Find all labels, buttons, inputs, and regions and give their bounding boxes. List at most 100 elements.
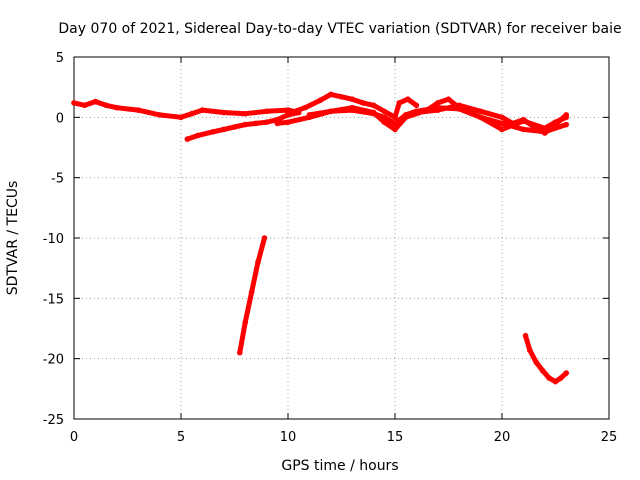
y-tick-label: -20 [43, 353, 64, 368]
data-point [563, 121, 569, 128]
data-point [477, 114, 484, 121]
data-point [349, 96, 356, 102]
x-tick-labels: 0 5 10 15 20 25 [70, 430, 617, 445]
series-track-8 [522, 332, 569, 385]
x-tick-label: 0 [70, 430, 78, 445]
x-axis-title: GPS time / hours [281, 458, 398, 474]
data-point [435, 107, 441, 113]
data-series [71, 91, 569, 385]
data-point [370, 109, 377, 116]
data-point [499, 114, 505, 121]
data-point [135, 107, 141, 113]
data-point [527, 347, 533, 354]
data-point [522, 332, 529, 339]
data-point [405, 96, 411, 102]
data-point [231, 124, 238, 130]
data-point [396, 100, 403, 106]
data-point [103, 102, 109, 109]
data-point [456, 102, 463, 109]
data-point [253, 120, 259, 127]
data-point [285, 110, 291, 117]
data-point [221, 126, 227, 133]
data-point [242, 110, 248, 117]
data-point [381, 119, 388, 125]
y-tick-labels: -25 -20 -15 -10 -5 0 5 [43, 51, 64, 428]
data-point [533, 359, 539, 366]
data-point [242, 319, 248, 326]
data-point [499, 120, 505, 127]
data-point [114, 104, 120, 111]
chart-title: Day 070 of 2021, Sidereal Day-to-day VTE… [58, 21, 621, 37]
y-axis-title: SDTVAR / TECUs [5, 181, 21, 296]
data-point [552, 378, 559, 385]
data-point [542, 130, 548, 136]
data-point [413, 109, 420, 116]
series-track-7 [237, 235, 268, 356]
data-point [558, 375, 564, 381]
data-point [546, 375, 552, 381]
data-point [370, 102, 377, 109]
data-point [392, 114, 398, 121]
data-point [210, 129, 216, 135]
data-point [317, 97, 323, 104]
data-point [563, 112, 569, 118]
y-tick-label: -10 [43, 232, 64, 247]
x-tick-label: 25 [601, 430, 618, 445]
data-point [328, 108, 334, 115]
data-point [302, 104, 308, 111]
data-point [92, 98, 99, 105]
data-point [199, 107, 206, 113]
data-point [338, 94, 345, 100]
data-point [413, 102, 420, 109]
data-point [381, 108, 388, 115]
data-point [178, 114, 184, 121]
x-tick-label: 20 [494, 430, 511, 445]
data-point [274, 120, 281, 127]
x-tick-label: 10 [280, 430, 297, 445]
data-point [520, 116, 527, 123]
data-point [402, 114, 409, 121]
data-point [261, 235, 268, 241]
data-point [263, 108, 270, 115]
data-point [520, 126, 527, 133]
data-point [221, 109, 227, 116]
data-point [184, 136, 191, 142]
data-point [242, 121, 248, 128]
data-point [328, 91, 334, 98]
data-point [195, 132, 201, 139]
data-point [248, 289, 255, 296]
data-point [81, 102, 88, 109]
x-tick-label: 5 [177, 430, 185, 445]
axis-ticks [73, 56, 610, 420]
data-point [306, 112, 313, 118]
data-point [552, 121, 559, 128]
y-tick-label: -15 [43, 292, 64, 307]
data-point [435, 100, 441, 106]
data-point [156, 112, 163, 118]
series-track-6 [413, 102, 569, 136]
data-point [71, 100, 77, 106]
data-point [285, 119, 291, 125]
data-point [263, 119, 270, 125]
data-point [188, 110, 195, 117]
series-track-4 [285, 91, 420, 121]
data-point [445, 96, 452, 102]
data-point [477, 108, 484, 115]
data-point [539, 367, 546, 374]
y-tick-label: 5 [56, 51, 64, 66]
x-tick-label: 15 [387, 430, 404, 445]
data-point [392, 126, 398, 133]
y-tick-label: 0 [56, 111, 64, 126]
data-point [360, 100, 366, 106]
data-point [499, 126, 505, 133]
data-point [255, 259, 261, 265]
data-point [509, 120, 516, 127]
y-tick-label: -25 [43, 413, 64, 428]
data-point [237, 349, 243, 356]
data-point [349, 104, 356, 111]
y-tick-label: -5 [51, 172, 64, 187]
data-point [563, 370, 569, 376]
data-point [531, 124, 537, 130]
